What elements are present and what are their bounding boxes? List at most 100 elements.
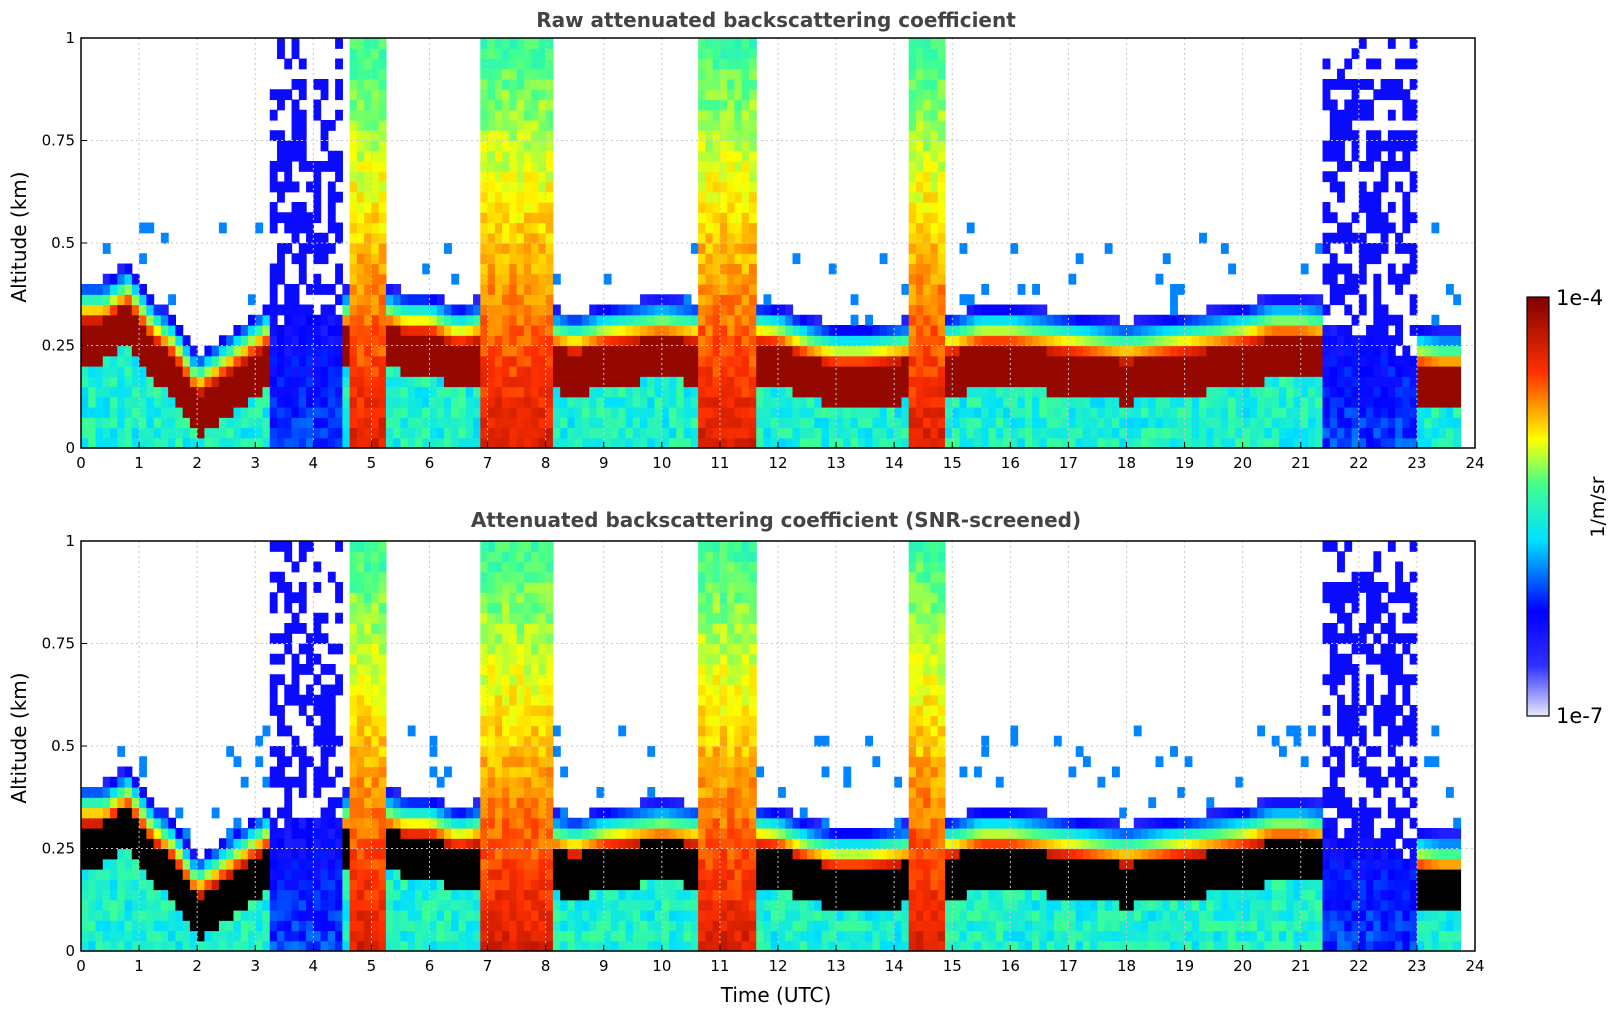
- heatmap-cell: [298, 910, 307, 921]
- heatmap-cell: [81, 345, 89, 357]
- heatmap-cell: [284, 366, 293, 377]
- heatmap-cell: [509, 345, 518, 357]
- heatmap-cell: [320, 355, 329, 367]
- heatmap-cell: [349, 58, 358, 70]
- heatmap-cell: [509, 232, 518, 244]
- heatmap-cell: [654, 304, 663, 316]
- heatmap-cell: [262, 776, 271, 788]
- heatmap-cell: [160, 817, 169, 829]
- heatmap-cell: [516, 79, 525, 90]
- heatmap-cell: [487, 355, 496, 367]
- heatmap-cell: [1387, 314, 1396, 326]
- heatmap-cell: [487, 551, 496, 563]
- heatmap-cell: [1322, 437, 1331, 449]
- heatmap-cell: [480, 838, 489, 850]
- heatmap-cell: [1235, 407, 1244, 418]
- heatmap-cell: [603, 345, 612, 357]
- heatmap-cell: [371, 643, 380, 655]
- heatmap-cell: [175, 807, 184, 819]
- heatmap-cell: [778, 355, 786, 367]
- heatmap-cell: [734, 171, 743, 183]
- heatmap-cell: [371, 171, 380, 183]
- heatmap-cell: [349, 766, 358, 778]
- heatmap-cell: [371, 899, 380, 911]
- heatmap-cell: [1053, 314, 1062, 326]
- heatmap-cell: [552, 335, 561, 347]
- heatmap-cell: [698, 325, 706, 336]
- heatmap-cell: [269, 776, 278, 788]
- heatmap-cell: [923, 38, 932, 49]
- heatmap-cell: [146, 314, 155, 326]
- heatmap-cell: [313, 181, 322, 193]
- heatmap-cell: [828, 355, 837, 367]
- heatmap-cell: [291, 889, 300, 901]
- x-tick-label: 1: [134, 454, 144, 472]
- heatmap-cell: [865, 345, 873, 357]
- heatmap-cell: [1177, 314, 1186, 326]
- heatmap-cell: [1046, 366, 1055, 377]
- heatmap-cell: [1351, 109, 1360, 121]
- heatmap-cell: [611, 345, 619, 357]
- heatmap-cell: [385, 355, 394, 367]
- heatmap-cell: [778, 325, 786, 336]
- heatmap-cell: [502, 766, 510, 778]
- heatmap-cell: [320, 253, 329, 265]
- heatmap-cell: [378, 879, 387, 891]
- heatmap-cell: [291, 735, 300, 747]
- heatmap-cell: [255, 427, 264, 439]
- heatmap-cell: [480, 776, 489, 788]
- heatmap-cell: [1010, 314, 1019, 326]
- heatmap-cell: [298, 817, 307, 829]
- heatmap-cell: [102, 910, 111, 921]
- heatmap-cell: [364, 930, 373, 942]
- heatmap-cell: [1322, 79, 1331, 90]
- heatmap-cell: [436, 828, 445, 839]
- heatmap-cell: [1061, 427, 1070, 439]
- heatmap-cell: [1082, 407, 1091, 418]
- heatmap-cell: [356, 899, 365, 911]
- heatmap-cell: [473, 889, 481, 901]
- heatmap-cell: [1278, 345, 1287, 357]
- heatmap-cell: [1402, 396, 1411, 408]
- heatmap-cell: [705, 171, 714, 183]
- heatmap-cell: [269, 437, 278, 449]
- heatmap-cell: [320, 120, 329, 131]
- heatmap-cell: [371, 191, 380, 203]
- heatmap-cell: [618, 376, 627, 388]
- heatmap-cell: [356, 541, 365, 552]
- heatmap-cell: [1148, 335, 1157, 347]
- heatmap-cell: [1373, 437, 1382, 449]
- heatmap-cell: [444, 407, 452, 418]
- heatmap-cell: [596, 304, 605, 316]
- heatmap-cell: [335, 294, 343, 306]
- heatmap-cell: [1373, 325, 1382, 336]
- heatmap-cell: [277, 879, 285, 891]
- heatmap-cell: [465, 427, 474, 439]
- heatmap-cell: [719, 120, 728, 131]
- heatmap-cell: [1162, 437, 1171, 449]
- heatmap-cell: [444, 858, 452, 870]
- heatmap-cell: [393, 345, 402, 357]
- heatmap-cell: [516, 130, 525, 142]
- heatmap-cell: [349, 232, 358, 244]
- heatmap-cell: [1315, 437, 1324, 449]
- heatmap-cell: [189, 879, 198, 891]
- heatmap-cell: [523, 48, 532, 60]
- heatmap-cell: [763, 335, 772, 347]
- heatmap-cell: [480, 427, 489, 439]
- heatmap-cell: [930, 407, 939, 418]
- heatmap-cell: [1278, 325, 1287, 336]
- heatmap-cell: [494, 705, 503, 716]
- heatmap-cell: [567, 407, 576, 418]
- heatmap-cell: [589, 437, 598, 449]
- heatmap-cell: [139, 756, 147, 768]
- heatmap-cell: [1278, 376, 1287, 388]
- heatmap-cell: [139, 910, 147, 921]
- heatmap-cell: [160, 335, 169, 347]
- heatmap-cell: [117, 355, 126, 367]
- heatmap-cell: [1177, 396, 1186, 408]
- heatmap-cell: [756, 396, 765, 408]
- heatmap-cell: [269, 920, 278, 932]
- heatmap-cell: [1380, 366, 1389, 377]
- heatmap-cell: [719, 376, 728, 388]
